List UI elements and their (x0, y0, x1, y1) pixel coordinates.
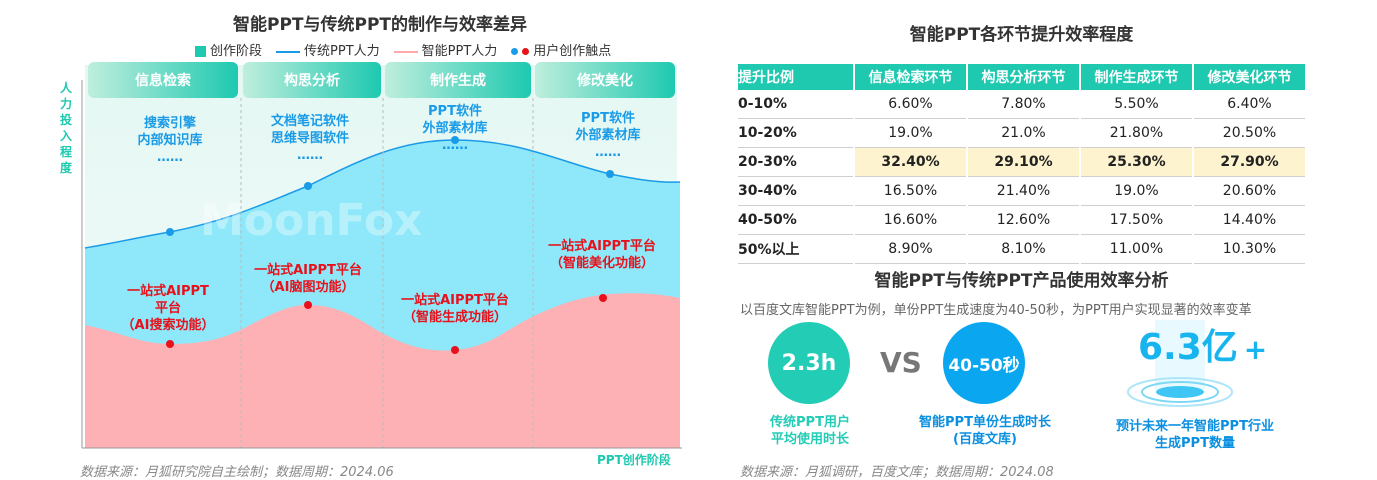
legend: 创作阶段 传统PPT人力 智能PPT人力 用户创作触点 (195, 40, 611, 59)
table-cell: 14.40% (1194, 206, 1305, 235)
row-label: 0-10% (738, 90, 853, 119)
legend-smart: 智能PPT人力 (421, 44, 498, 59)
tools-2: 文档笔记软件 思维导图软件…… (270, 114, 349, 163)
traditional-caption: 传统PPT用户 平均使用时长 (770, 415, 850, 447)
table-cell: 29.10% (968, 148, 1079, 177)
blue-dot (304, 182, 312, 190)
table-cell: 6.60% (855, 90, 966, 119)
y-axis-label: 人力投入程度 (60, 81, 73, 175)
col-header: 修改美化环节 (1194, 64, 1305, 90)
table-cell: 5.50% (1081, 90, 1192, 119)
stage-2: 构思分析 (243, 62, 381, 98)
row-label: 30-40% (738, 177, 853, 206)
table-cell: 21.40% (968, 177, 1079, 206)
table-cell: 11.00% (1081, 235, 1192, 264)
table-cell: 25.30% (1081, 148, 1192, 177)
touchpoint-4: 一站式AIPPT平台 （智能美化功能） (548, 239, 656, 271)
table-cell: 17.50% (1081, 206, 1192, 235)
table-cell: 10.30% (1194, 235, 1305, 264)
table-cell: 19.0% (855, 119, 966, 148)
row-label: 50%以上 (738, 235, 853, 264)
table-title: 智能PPT各环节提升效率程度 (909, 25, 1134, 45)
stage-3: 制作生成 (385, 62, 531, 98)
right-source: 数据来源：月狐调研，百度文库；数据周期：2024.08 (740, 465, 1054, 480)
blue-dot (166, 228, 174, 236)
left-source: 数据来源：月狐研究院自主绘制；数据周期：2024.06 (80, 465, 394, 480)
table-cell: 6.40% (1194, 90, 1305, 119)
col-header: 制作生成环节 (1081, 64, 1192, 90)
touchpoint-1: 一站式AIPPT 平台 （AI搜索功能） (121, 284, 215, 333)
big-caption: 预计未来一年智能PPT行业 生成PPT数量 (1116, 419, 1274, 451)
table-row: 50%以上 8.90% 8.10% 11.00% 10.30% (738, 235, 1305, 264)
blue-dot (451, 136, 459, 144)
red-dot (304, 301, 312, 309)
subtitle: 以百度文库智能PPT为例，单份PPT生成速度为40-50秒，为PPT用户实现显著… (740, 303, 1252, 318)
table-cell: 19.0% (1081, 177, 1192, 206)
tools-4: PPT软件 外部素材库…… (575, 111, 641, 160)
table-cell: 32.40% (855, 148, 966, 177)
legend-stage: 创作阶段 (210, 44, 263, 59)
row-label: 10-20% (738, 119, 853, 148)
col-header: 构思分析环节 (968, 64, 1079, 90)
row-label: 40-50% (738, 206, 853, 235)
stage-4: 修改美化 (535, 62, 675, 98)
table-row: 0-10% 6.60% 7.80% 5.50% 6.40% (738, 90, 1305, 119)
table-row: 30-40% 16.50% 21.40% 19.0% 20.60% (738, 177, 1305, 206)
table-cell: 16.60% (855, 206, 966, 235)
x-axis-label: PPT创作阶段 (597, 453, 671, 467)
touchpoint-2: 一站式AIPPT平台 （AI脑图功能） (254, 263, 362, 295)
flow-chart: MoonFox (81, 65, 682, 449)
blue-dot (606, 170, 614, 178)
table-cell: 8.10% (968, 235, 1079, 264)
watermark: MoonFox (200, 195, 422, 246)
touchpoint-3: 一站式AIPPT平台 （智能生成功能） (401, 293, 509, 325)
table-row: 10-20% 19.0% 21.0% 21.80% 20.50% (738, 119, 1305, 148)
table-cell: 20.50% (1194, 119, 1305, 148)
col-header: 信息检索环节 (855, 64, 966, 90)
table-cell: 7.80% (968, 90, 1079, 119)
smart-caption: 智能PPT单份生成时长 (百度文库) (919, 415, 1051, 447)
red-dot (451, 346, 459, 354)
big-value: 6.3亿 + (1138, 327, 1268, 368)
table-cell: 8.90% (855, 235, 966, 264)
left-title: 智能PPT与传统PPT的制作与效率差异 (232, 15, 528, 35)
table-row: 20-30% 32.40% 29.10% 25.30% 27.90% (738, 148, 1305, 177)
table-cell: 21.0% (968, 119, 1079, 148)
table-cell: 20.60% (1194, 177, 1305, 206)
table-cell: 12.60% (968, 206, 1079, 235)
col-header: 提升比例 (738, 64, 853, 90)
table-cell: 16.50% (855, 177, 966, 206)
glow-platform-icon (1127, 320, 1233, 407)
vs-label: VS (880, 346, 922, 379)
table-cell: 21.80% (1081, 119, 1192, 148)
stage-1: 信息检索 (88, 62, 238, 98)
traditional-circle: 2.3h (768, 322, 850, 404)
efficiency-table: 提升比例 信息检索环节 构思分析环节 制作生成环节 修改美化环节 0-10% 6.… (736, 64, 1307, 264)
red-dot (599, 294, 607, 302)
tools-3: PPT软件 外部素材库…… (422, 104, 488, 153)
legend-traditional: 传统PPT人力 (304, 44, 380, 59)
table-cell: 27.90% (1194, 148, 1305, 177)
legend-touchpoint: 用户创作触点 (533, 44, 612, 59)
red-dot (166, 340, 174, 348)
row-label: 20-30% (738, 148, 853, 177)
tools-1: 搜索引擎 内部知识库…… (137, 116, 203, 165)
title2: 智能PPT与传统PPT产品使用效率分析 (874, 271, 1169, 291)
smart-circle: 40-50秒 (943, 322, 1025, 404)
table-row: 40-50% 16.60% 12.60% 17.50% 14.40% (738, 206, 1305, 235)
